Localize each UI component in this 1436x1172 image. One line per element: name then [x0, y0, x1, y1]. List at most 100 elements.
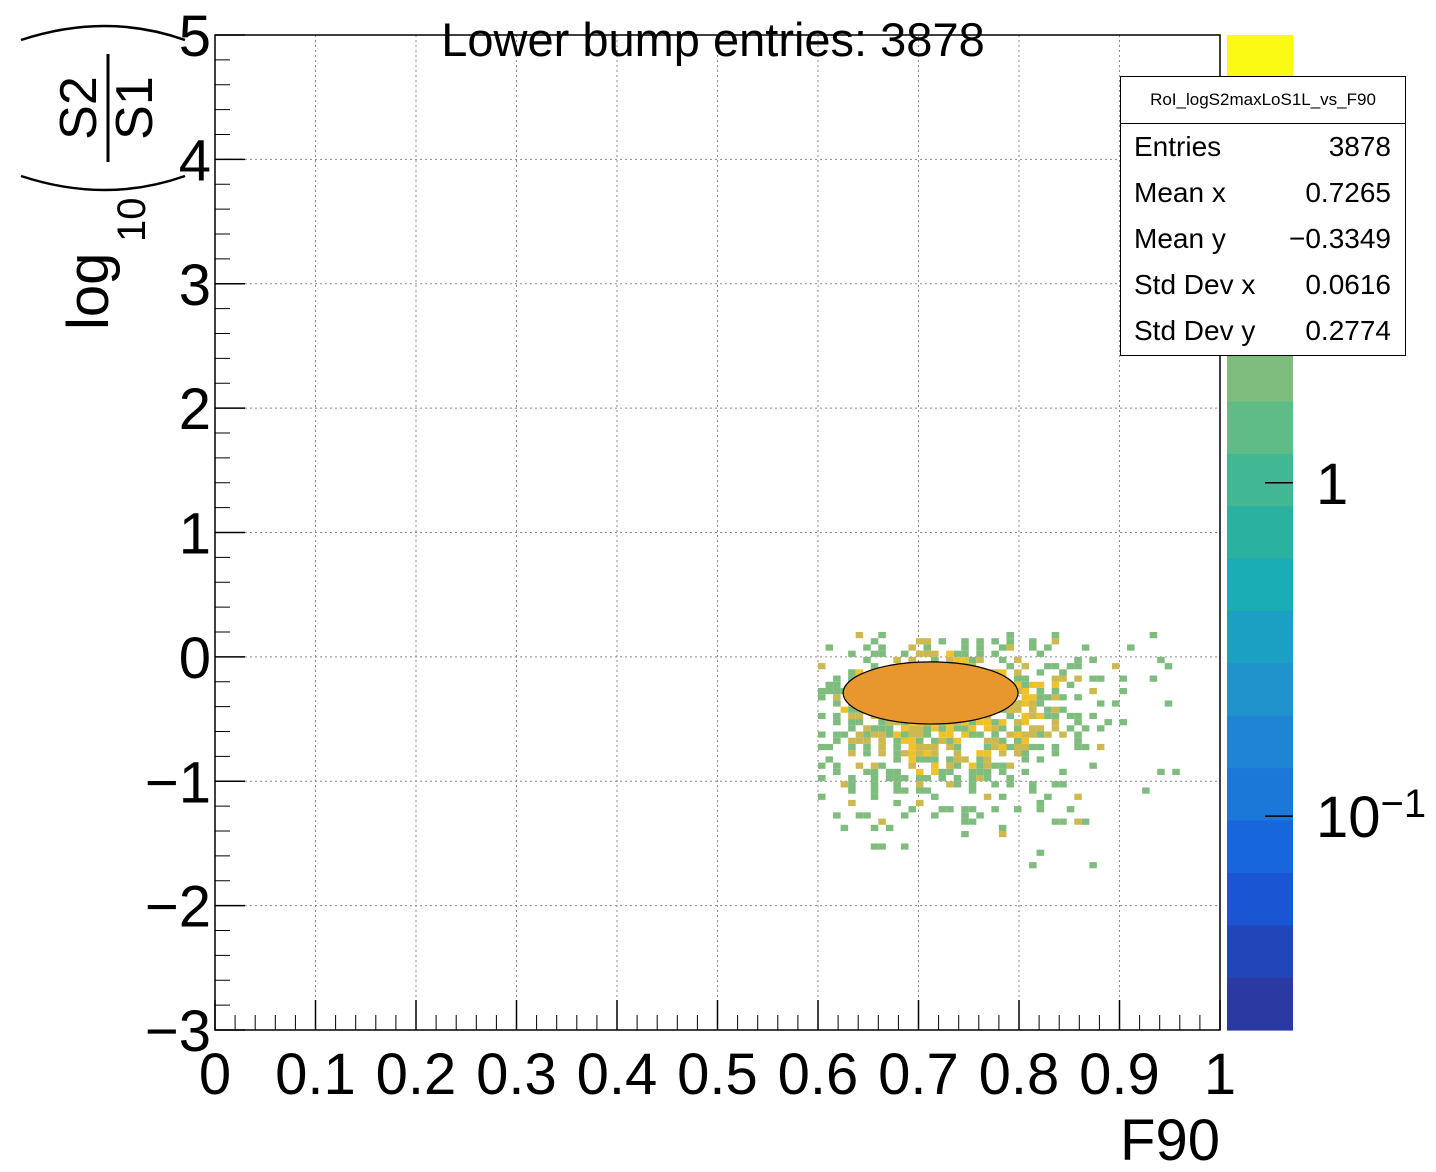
histogram-bin [1044, 793, 1052, 800]
histogram-bin [885, 725, 894, 732]
histogram-bin [1089, 675, 1097, 682]
histogram-bin [953, 781, 962, 788]
histogram-bin [885, 768, 894, 776]
histogram-bin [1051, 632, 1060, 639]
histogram-bin [1021, 743, 1030, 751]
histogram-bin [870, 731, 879, 738]
histogram-bin [983, 775, 992, 782]
histogram-bin [915, 781, 924, 788]
stats-label: Entries [1134, 131, 1222, 162]
histogram-bin [1021, 750, 1030, 757]
stats-value: 0.7265 [1305, 177, 1391, 208]
histogram-bin [938, 731, 947, 738]
histogram-bin [1074, 818, 1082, 825]
histogram-bin [885, 719, 894, 726]
histogram-bin [1029, 681, 1037, 688]
axis-ticks [214, 34, 1221, 1031]
histogram-bin [983, 725, 992, 732]
histogram-bin [1029, 725, 1037, 732]
histogram-bin [961, 818, 969, 825]
histogram-bin [931, 725, 939, 732]
histogram-bin [938, 768, 947, 776]
histogram-bin [1036, 681, 1045, 688]
histogram-bin [908, 731, 916, 738]
histogram-bin [1006, 706, 1014, 713]
y-tick-labels: −3 −2 −1 0 1 2 3 4 5 [145, 4, 211, 1064]
histogram-bin [1013, 731, 1022, 738]
histogram-bin [961, 650, 969, 657]
histogram-bin [931, 793, 939, 800]
histogram-bin [908, 743, 916, 751]
histogram-bin [900, 650, 909, 657]
histogram-bin [961, 725, 969, 732]
histogram-bin [1013, 743, 1022, 751]
histogram-bin [1066, 663, 1075, 670]
histogram-bin [833, 700, 841, 707]
histogram-bin [946, 737, 954, 744]
histogram-bin [976, 812, 984, 819]
histogram-bin [1021, 756, 1030, 763]
histogram-bin [976, 719, 984, 726]
histogram-bin [998, 824, 1007, 831]
histogram-bin [946, 743, 954, 751]
histogram-bin [953, 650, 962, 657]
histogram-bin [1051, 818, 1060, 825]
histogram-bin [915, 756, 924, 763]
histogram-bin [998, 831, 1007, 838]
histogram-bin [855, 762, 864, 769]
histogram-bin [893, 781, 901, 788]
chart-title: Lower bump entries: 3878 [441, 13, 984, 66]
histogram-bin [818, 731, 826, 738]
histogram-bin [923, 650, 932, 657]
y-axis-right-paren [20, 24, 186, 42]
histogram-bin [1089, 712, 1097, 720]
histogram-bin [1044, 663, 1052, 670]
histogram-bin [893, 656, 901, 664]
histogram-bin [1021, 768, 1030, 776]
histogram-bin [855, 712, 864, 720]
histogram-bin [968, 775, 977, 782]
y-tick-label: 2 [179, 377, 211, 442]
histogram-bin [1051, 694, 1060, 701]
histogram-bin [833, 687, 841, 695]
histogram-bin [1013, 706, 1022, 713]
y-axis-left-paren [20, 174, 186, 192]
histogram-bin [1051, 750, 1060, 757]
contour-ellipse [842, 661, 1019, 725]
histogram-bin [863, 644, 871, 651]
y-tick-label: −3 [145, 999, 211, 1064]
histogram-bin [998, 768, 1007, 776]
histogram-bin [908, 737, 916, 744]
histogram-bin [991, 737, 999, 744]
histogram-bin [923, 775, 932, 782]
histogram-bin [946, 731, 954, 738]
x-tick-label: 0 [199, 1042, 231, 1107]
histogram-bin [976, 756, 984, 763]
histogram-bin [893, 743, 901, 751]
histogram-bin [1029, 731, 1037, 738]
histogram-bin [825, 644, 834, 651]
histogram-bin [998, 750, 1007, 757]
histogram-bin [1044, 694, 1052, 701]
histogram-bin [915, 725, 924, 732]
stats-label: Std Dev x [1134, 269, 1256, 300]
histogram-bin [825, 681, 834, 688]
histogram-bin [870, 775, 879, 782]
histogram-bin [833, 737, 841, 744]
y-tick-label: 3 [179, 253, 211, 318]
histogram-bin [976, 650, 984, 657]
histogram-bin [998, 719, 1007, 726]
histogram-bin [1021, 737, 1030, 744]
histogram-bin [833, 762, 841, 769]
histogram-bin [863, 737, 871, 744]
histogram-bin [976, 731, 984, 738]
histogram-bin [825, 687, 834, 695]
histogram-bin [938, 725, 947, 732]
histogram-bin [1081, 644, 1090, 651]
y-axis-title: log 10 S2 S1 [20, 24, 186, 330]
histogram-bins [818, 632, 1180, 869]
histogram-bin [1006, 781, 1014, 788]
histogram-bin [976, 762, 984, 769]
histogram-bin [1164, 663, 1173, 670]
histogram-bin [900, 725, 909, 732]
